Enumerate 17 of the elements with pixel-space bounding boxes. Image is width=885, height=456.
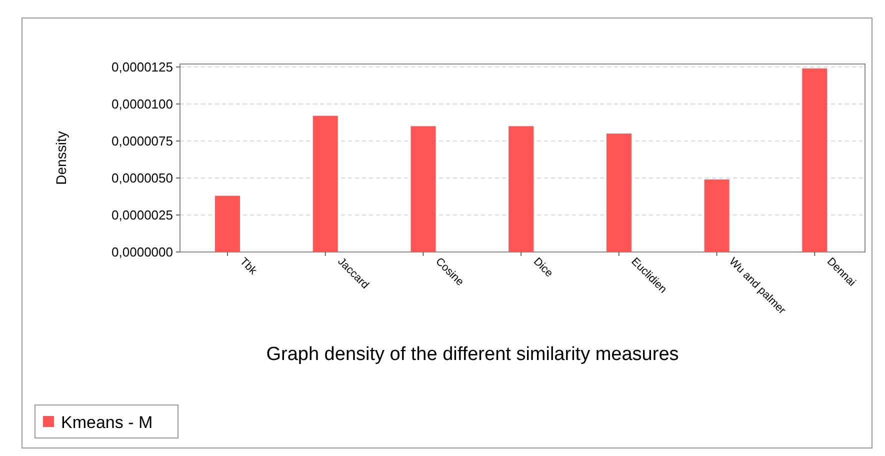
bar bbox=[312, 116, 338, 252]
legend-label: Kmeans - M bbox=[61, 412, 153, 432]
bar bbox=[704, 179, 730, 252]
x-tick-label: Tbk bbox=[237, 256, 260, 278]
y-tick-label: 0,0000100 bbox=[112, 96, 173, 112]
y-tick-label: 0,0000025 bbox=[112, 208, 173, 223]
y-tick-label: 0,0000050 bbox=[112, 170, 173, 186]
bar bbox=[606, 134, 632, 252]
bar bbox=[410, 126, 436, 252]
y-tick-label: 0,0000075 bbox=[112, 134, 173, 149]
x-axis-title: Graph density of the different similarity measures bbox=[266, 344, 679, 365]
y-tick-label: 0,0000000 bbox=[112, 244, 173, 260]
bar bbox=[215, 196, 240, 252]
bar bbox=[802, 68, 828, 252]
bar bbox=[508, 126, 534, 252]
y-tick-label: 0,0000125 bbox=[112, 60, 173, 75]
y-axis-title: Denssity bbox=[53, 131, 69, 185]
